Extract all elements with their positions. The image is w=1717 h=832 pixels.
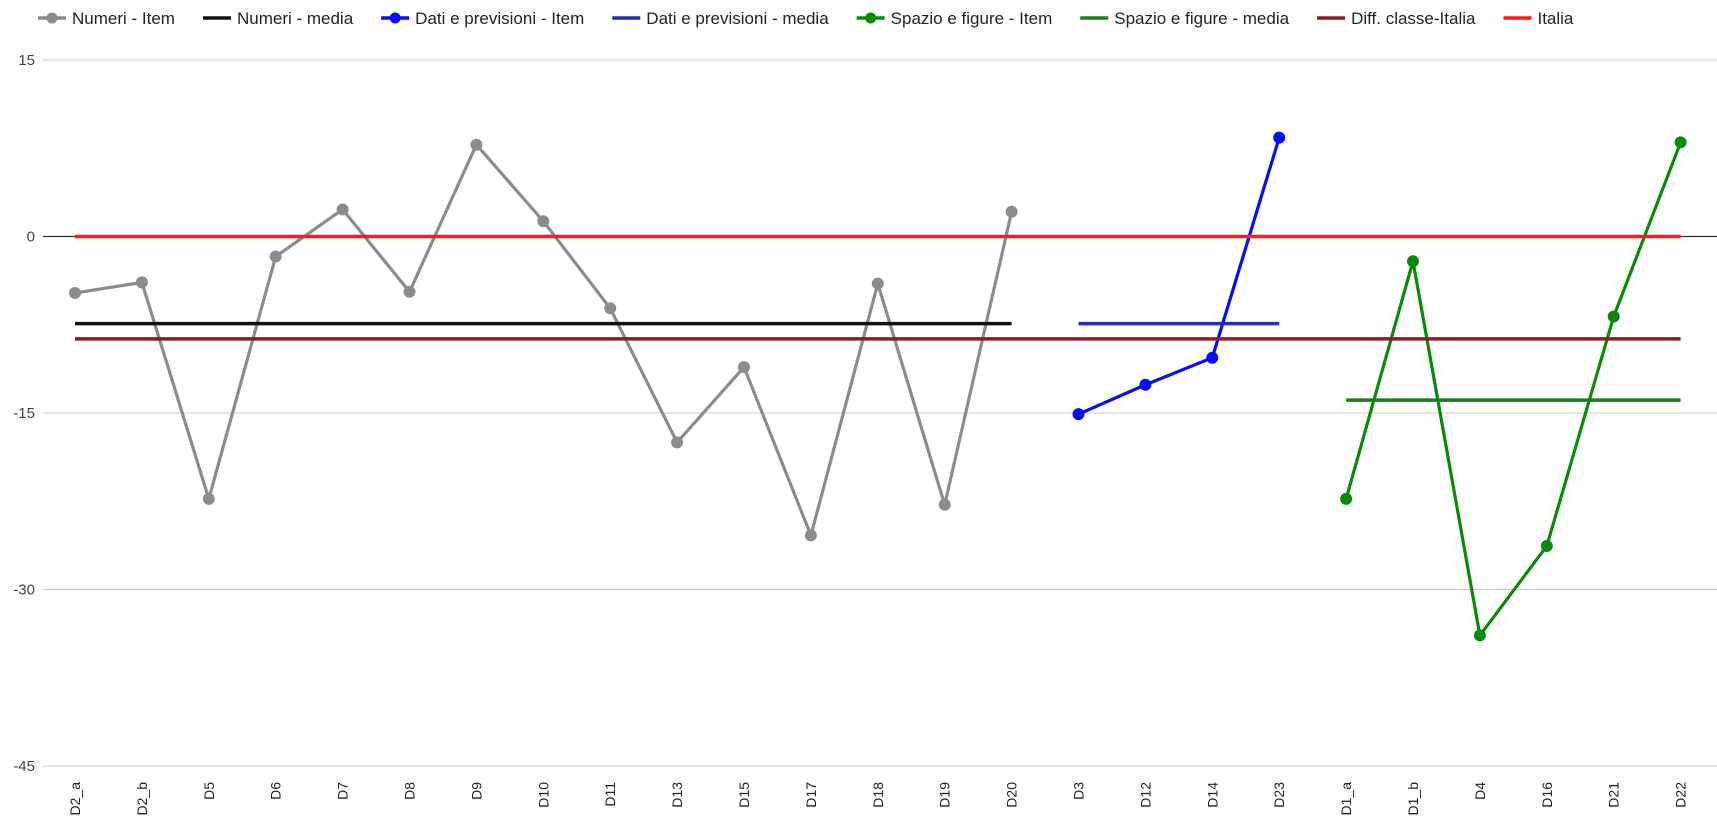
data-point-numeri-item-d6 bbox=[269, 250, 282, 263]
data-point-dati-e-previsioni-item-d23 bbox=[1273, 131, 1286, 144]
data-point-dati-e-previsioni-item-d3 bbox=[1072, 408, 1085, 421]
data-point-numeri-item-d11 bbox=[604, 302, 617, 315]
y-tick-label: 15 bbox=[18, 52, 35, 69]
x-tick-label-d3: D3 bbox=[1071, 782, 1087, 800]
data-point-numeri-item-d18 bbox=[871, 277, 884, 290]
y-axis-ticks: 15 0 -15 -30 -45 bbox=[13, 52, 35, 775]
legend-marker-spazio-e-figure-item bbox=[865, 12, 877, 24]
x-tick-label-d13: D13 bbox=[669, 782, 685, 808]
data-point-numeri-item-d17 bbox=[804, 529, 817, 542]
y-tick-label: -15 bbox=[13, 405, 35, 422]
data-point-spazio-e-figure-item-d1-a bbox=[1340, 492, 1353, 505]
x-tick-label-d4: D4 bbox=[1472, 782, 1488, 800]
data-point-numeri-item-d7 bbox=[336, 203, 349, 216]
x-tick-label-d19: D19 bbox=[937, 782, 953, 808]
data-point-dati-e-previsioni-item-d12 bbox=[1139, 378, 1152, 391]
data-point-spazio-e-figure-item-d16 bbox=[1540, 539, 1553, 552]
data-point-dati-e-previsioni-item-d14 bbox=[1206, 351, 1219, 364]
x-tick-label-d7: D7 bbox=[335, 782, 351, 800]
legend: Numeri - Item Numeri - media Dati e previs… bbox=[38, 9, 1574, 28]
legend-label-diff-classe-italia: Diff. classe-Italia bbox=[1351, 9, 1476, 28]
data-point-numeri-item-d19 bbox=[938, 498, 951, 511]
x-axis-ticks: D2_a D2_b D5 D6 D7 D8 D9 D10 D11 D13 D15 D17 D18 D19 D… bbox=[67, 782, 1689, 816]
y-tick-label: -30 bbox=[13, 582, 35, 599]
x-tick-label-d14: D14 bbox=[1204, 782, 1220, 808]
data-point-spazio-e-figure-item-d4 bbox=[1473, 629, 1486, 642]
x-tick-label-d11: D11 bbox=[602, 782, 618, 807]
data-point-numeri-item-d2-b bbox=[135, 276, 148, 289]
x-tick-label-d10: D10 bbox=[535, 782, 551, 808]
x-tick-label-d22: D22 bbox=[1673, 782, 1689, 808]
legend-item-dati-e-previsioni-media: Dati e previsioni - media bbox=[612, 9, 829, 28]
x-tick-label-d20: D20 bbox=[1004, 782, 1020, 808]
x-tick-label-d1-b: D1_b bbox=[1405, 782, 1421, 816]
data-point-numeri-item-d13 bbox=[671, 436, 684, 449]
series-spazio-e-figure-item bbox=[1340, 136, 1687, 642]
data-point-spazio-e-figure-item-d22 bbox=[1674, 136, 1687, 149]
series-layer bbox=[69, 131, 1687, 642]
legend-label-spazio-e-figure-item: Spazio e figure - Item bbox=[891, 9, 1053, 28]
data-point-numeri-item-d8 bbox=[403, 285, 416, 298]
x-tick-label-d1-a: D1_a bbox=[1338, 782, 1354, 816]
y-tick-label: 0 bbox=[27, 229, 35, 246]
data-point-numeri-item-d9 bbox=[470, 138, 483, 151]
x-tick-label-d18: D18 bbox=[870, 782, 886, 808]
legend-marker-dati-e-previsioni-item bbox=[389, 12, 401, 24]
data-point-numeri-item-d5 bbox=[202, 492, 215, 505]
x-tick-label-d8: D8 bbox=[402, 782, 418, 800]
legend-item-spazio-e-figure-item: Spazio e figure - Item bbox=[856, 9, 1053, 28]
legend-label-spazio-e-figure-media: Spazio e figure - media bbox=[1114, 9, 1289, 28]
legend-item-spazio-e-figure-media: Spazio e figure - media bbox=[1080, 9, 1290, 28]
x-tick-label-d21: D21 bbox=[1606, 782, 1622, 808]
series-line-dati-e-previsioni-item bbox=[1077, 137, 1281, 416]
legend-item-dati-e-previsioni-item: Dati e previsioni - Item bbox=[381, 9, 584, 28]
x-tick-label-d9: D9 bbox=[468, 782, 484, 800]
series-numeri-item bbox=[69, 138, 1018, 542]
legend-item-italia: Italia bbox=[1503, 9, 1574, 28]
x-tick-label-d16: D16 bbox=[1539, 782, 1555, 808]
series-line-spazio-e-figure-item bbox=[1344, 141, 1683, 638]
legend-item-numeri-item: Numeri - Item bbox=[38, 9, 175, 28]
legend-item-diff-classe-italia: Diff. classe-Italia bbox=[1317, 9, 1476, 28]
data-point-numeri-item-d2-a bbox=[69, 286, 81, 299]
x-tick-label-d2-b: D2_b bbox=[134, 782, 150, 816]
legend-label-dati-e-previsioni-item: Dati e previsioni - Item bbox=[415, 9, 584, 28]
data-point-spazio-e-figure-item-d21 bbox=[1607, 310, 1620, 323]
legend-label-numeri-media: Numeri - media bbox=[237, 9, 354, 28]
legend-label-numeri-item: Numeri - Item bbox=[72, 9, 175, 28]
data-point-spazio-e-figure-item-d1-b bbox=[1407, 255, 1419, 268]
x-tick-label-d15: D15 bbox=[736, 782, 752, 808]
x-tick-label-d23: D23 bbox=[1271, 782, 1287, 808]
x-tick-label-d17: D17 bbox=[803, 782, 819, 808]
legend-label-dati-e-previsioni-media: Dati e previsioni - media bbox=[646, 9, 829, 28]
gridlines bbox=[43, 59, 1717, 767]
legend-marker-numeri-item bbox=[46, 12, 58, 24]
x-tick-label-d2-a: D2_a bbox=[67, 782, 83, 816]
data-point-numeri-item-d20 bbox=[1005, 205, 1018, 218]
legend-item-numeri-media: Numeri - media bbox=[202, 9, 354, 28]
x-tick-label-d6: D6 bbox=[268, 782, 284, 800]
series-dati-e-previsioni-item bbox=[1072, 131, 1286, 421]
data-point-numeri-item-d10 bbox=[537, 215, 550, 228]
y-tick-label: -45 bbox=[13, 758, 35, 775]
x-tick-label-d5: D5 bbox=[201, 782, 217, 800]
x-tick-label-d12: D12 bbox=[1137, 782, 1153, 808]
legend-label-italia: Italia bbox=[1537, 9, 1573, 28]
data-point-numeri-item-d15 bbox=[738, 361, 750, 374]
